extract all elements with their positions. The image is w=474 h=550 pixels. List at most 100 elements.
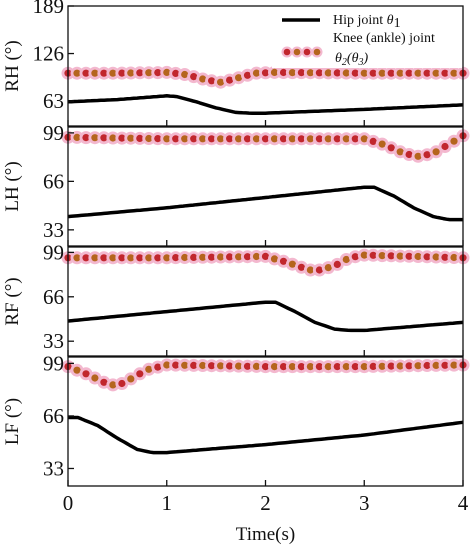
knee-dot: [163, 135, 171, 143]
knee-series-dots-2: [61, 248, 470, 277]
knee-dot: [351, 253, 359, 261]
knee-dot: [333, 135, 341, 143]
hip-series-line-3: [68, 415, 464, 455]
knee-dot: [208, 135, 216, 143]
legend-knee-dot: [313, 48, 321, 56]
knee-dot: [279, 135, 288, 143]
x-axis: 0 1 2 3 4 Time(s): [63, 491, 469, 545]
knee-dot: [288, 135, 296, 143]
panel-1: 99 66 33 LH (°): [2, 121, 470, 247]
knee-dot: [261, 252, 270, 260]
knee-dot: [351, 363, 359, 371]
knee-dot: [163, 254, 171, 262]
knee-dot: [226, 76, 234, 84]
knee-dot: [199, 75, 207, 83]
knee-dot: [306, 266, 314, 274]
knee-dot: [243, 135, 252, 143]
knee-dot: [423, 361, 431, 370]
knee-dot: [378, 140, 386, 148]
knee-dot: [396, 148, 404, 156]
knee-dot: [324, 363, 332, 371]
legend-knee-dot: [303, 48, 311, 56]
knee-dot: [73, 133, 81, 141]
knee-dot: [82, 370, 90, 378]
knee-dot: [190, 135, 198, 143]
knee-dot: [100, 378, 108, 386]
knee-dot: [172, 69, 180, 77]
knee-dot: [432, 361, 440, 369]
knee-dot: [145, 69, 153, 77]
knee-dot: [235, 135, 243, 143]
knee-dot: [297, 263, 305, 271]
y-axis-label-3: LF (°): [2, 398, 23, 445]
knee-dot: [342, 363, 350, 371]
y-tick-label: 99: [43, 121, 64, 145]
knee-dot: [378, 362, 386, 370]
knee-dot: [261, 363, 270, 371]
y-tick-label: 33: [43, 218, 64, 242]
knee-dot: [208, 253, 216, 261]
knee-dot: [405, 252, 413, 260]
knee-dot: [369, 69, 377, 77]
knee-dot: [369, 251, 377, 259]
panel-2: 99 66 33 RF (°): [2, 240, 470, 357]
knee-dot: [82, 69, 90, 77]
hip-series-line-0: [67, 94, 464, 115]
knee-dot: [217, 78, 225, 86]
knee-dot: [145, 254, 153, 262]
knee-dot: [127, 254, 135, 262]
knee-dot: [423, 151, 431, 159]
knee-dot: [217, 253, 225, 261]
legend-hip-label: Hip joint θ1: [333, 13, 401, 31]
knee-dot: [172, 361, 180, 369]
knee-dot: [450, 253, 458, 262]
knee-dot: [91, 254, 99, 262]
knee-dot: [127, 375, 135, 383]
knee-dot: [73, 69, 81, 77]
knee-dot: [351, 69, 359, 77]
knee-dot: [136, 370, 144, 378]
knee-dot: [136, 134, 144, 142]
knee-dot: [208, 77, 216, 85]
knee-dot: [109, 381, 117, 389]
knee-dot: [342, 255, 350, 264]
knee-dot: [396, 362, 404, 370]
legend-knee-label: Knee (ankle) joint: [333, 31, 435, 46]
knee-dot: [324, 69, 332, 77]
knee-dot: [441, 361, 449, 369]
knee-dot: [351, 135, 359, 143]
knee-dot: [414, 362, 422, 370]
knee-dot: [405, 150, 413, 159]
knee-dot: [145, 365, 153, 373]
knee-dot: [324, 135, 332, 143]
knee-dot: [243, 71, 252, 79]
knee-dot: [333, 363, 341, 371]
knee-dot: [73, 366, 81, 374]
hip-series-line-1: [67, 185, 463, 222]
knee-dot: [145, 134, 153, 143]
knee-series-dots-0: [61, 65, 470, 89]
y-tick-label: 66: [43, 169, 64, 193]
knee-dot: [414, 152, 422, 160]
knee-dot: [306, 69, 314, 77]
knee-dot: [154, 69, 162, 77]
y-axis-label-2: RF (°): [2, 277, 23, 325]
knee-dot: [163, 68, 171, 76]
knee-dot: [297, 69, 305, 77]
legend-knee-dot: [283, 48, 291, 56]
knee-series-dots-1: [61, 129, 470, 163]
knee-dot: [315, 135, 323, 143]
knee-dot: [360, 69, 368, 77]
knee-dot: [118, 134, 126, 142]
knee-dot: [378, 252, 386, 260]
knee-dot: [414, 69, 422, 77]
knee-dot: [243, 362, 252, 370]
knee-dot: [450, 69, 458, 77]
legend-knee-swatch: [281, 46, 323, 58]
y-tick-label: 99: [43, 240, 64, 264]
knee-dot: [405, 362, 413, 370]
knee-dot: [235, 362, 243, 370]
knee-dot: [360, 363, 368, 371]
knee-dot: [136, 69, 144, 77]
